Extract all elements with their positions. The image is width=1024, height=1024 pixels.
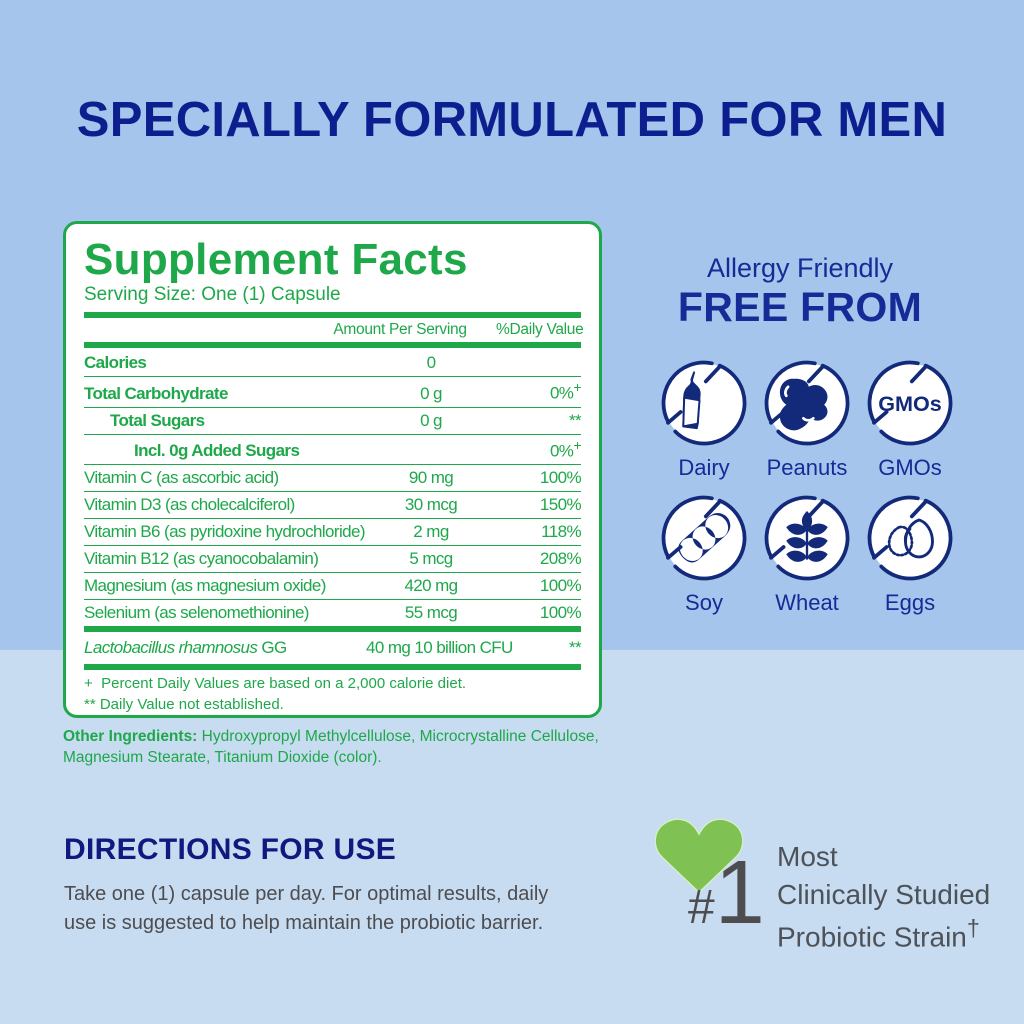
svg-text:GMOs: GMOs bbox=[878, 391, 942, 416]
